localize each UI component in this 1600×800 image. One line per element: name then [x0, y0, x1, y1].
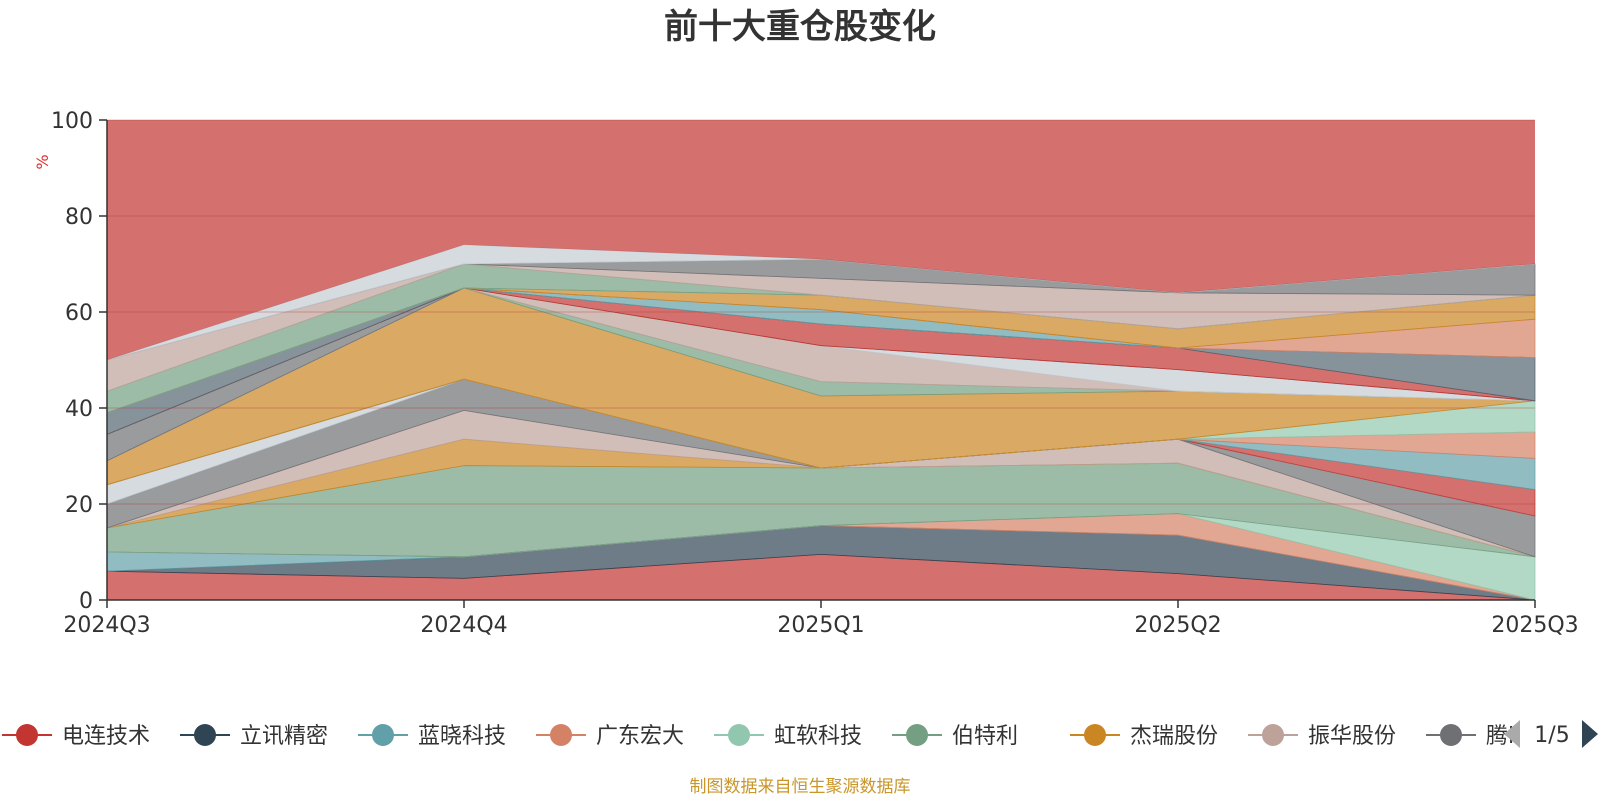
legend-prev-page-icon[interactable] [1504, 720, 1520, 748]
legend-label: 广东宏大 [596, 724, 684, 749]
area-series-layer [106, 120, 1536, 601]
legend-label: 伯特利 [952, 724, 1018, 749]
y-tick-label: 60 [65, 301, 93, 326]
y-tick-label: 80 [65, 205, 93, 230]
source-note: 制图数据来自恒生聚源数据库 [690, 777, 911, 797]
legend-item[interactable]: 杰瑞股份 [1070, 724, 1218, 749]
x-tick-label: 2024Q4 [420, 613, 507, 638]
x-tick-label: 2024Q3 [63, 613, 150, 638]
x-tick-label: 2025Q1 [777, 613, 864, 638]
y-axis-unit: % [33, 154, 52, 169]
y-tick-label: 0 [79, 589, 93, 614]
grid-lines [107, 119, 1535, 505]
legend-label: 蓝晓科技 [418, 724, 506, 749]
legend-item[interactable]: 虹软科技 [714, 724, 862, 749]
legend-label: 杰瑞股份 [1130, 724, 1218, 749]
legend-label: 电连技术 [62, 724, 150, 749]
legend-item[interactable]: 立讯精密 [180, 724, 328, 749]
legend-item[interactable]: 蓝晓科技 [358, 724, 506, 749]
legend-circle-icon [1262, 724, 1284, 746]
chart-title: 前十大重仓股变化 [664, 7, 936, 47]
legend-circle-icon [194, 724, 216, 746]
legend-item[interactable]: 振华股份 [1248, 724, 1396, 749]
legend-item[interactable]: 广东宏大 [536, 724, 684, 749]
legend-item[interactable]: 电连技术 [2, 724, 150, 749]
legend-circle-icon [550, 724, 572, 746]
legend-item[interactable]: 伯特利 [892, 724, 1018, 749]
y-tick-label: 20 [65, 493, 93, 518]
legend-label: 立讯精密 [240, 724, 328, 749]
legend-circle-icon [16, 724, 38, 746]
legend-circle-icon [906, 724, 928, 746]
legend-page-indicator: 1/5 [1534, 723, 1569, 748]
legend-circle-icon [1084, 724, 1106, 746]
axes: 0 20 40 60 80 100 2024Q3 2024Q4 2025Q1 2025Q2 2025… [51, 109, 1579, 638]
x-tick-label: 2025Q2 [1134, 613, 1221, 638]
legend-circle-icon [728, 724, 750, 746]
legend-circle-icon [1440, 724, 1462, 746]
legend-next-page-icon[interactable] [1582, 720, 1598, 748]
legend-label: 振华股份 [1308, 724, 1396, 749]
y-tick-label: 100 [51, 109, 93, 134]
legend-label: 虹软科技 [774, 724, 862, 749]
legend-circle-icon [372, 724, 394, 746]
area-series-remainder [107, 120, 1535, 360]
y-tick-label: 40 [65, 397, 93, 422]
x-tick-label: 2025Q3 [1491, 613, 1578, 638]
legend-item[interactable]: 腾i [1426, 724, 1514, 749]
legend: 电连技术 立讯精密 蓝晓科技 广东宏大 虹软科技 伯特利 杰瑞股份 振华股份 腾i 1/5 [2, 720, 1598, 749]
